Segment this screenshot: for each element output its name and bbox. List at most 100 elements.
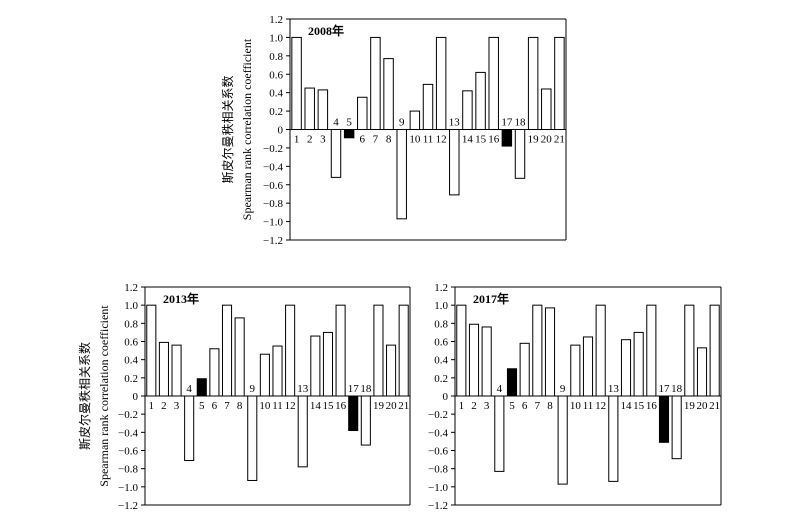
- y-tick-label: −1.2: [428, 500, 448, 512]
- x-tick-label: 15: [633, 400, 645, 412]
- x-tick-label: 17: [501, 117, 513, 129]
- bar-3: [171, 344, 182, 397]
- x-tick-label: 16: [646, 400, 658, 412]
- x-tick-label: 5: [346, 117, 352, 129]
- x-tick-label: 13: [297, 383, 309, 395]
- y-tick-label: 0.6: [269, 69, 283, 81]
- bar-7: [532, 304, 543, 397]
- bar-10: [570, 344, 581, 397]
- bar-18: [671, 395, 682, 460]
- y-tick-label: 0.8: [124, 318, 138, 330]
- bar-13: [608, 395, 619, 482]
- bar-20: [386, 344, 397, 397]
- x-tick-label: 1: [294, 134, 300, 146]
- bar-6: [357, 96, 368, 131]
- bar-15: [633, 331, 644, 397]
- chart-title: 2008年: [308, 23, 344, 38]
- y-tick-label: 1.0: [124, 300, 138, 312]
- bar-16: [488, 36, 499, 131]
- bar-17: [348, 395, 359, 432]
- bar-7: [221, 304, 233, 397]
- x-tick-label: 15: [475, 134, 487, 146]
- bar-7: [370, 36, 381, 131]
- bar-6: [209, 348, 220, 397]
- x-tick-label: 2: [307, 134, 313, 146]
- x-tick-label: 16: [335, 400, 347, 412]
- x-tick-label: 6: [360, 134, 366, 146]
- x-tick-label: 19: [373, 400, 385, 412]
- bar-2: [304, 87, 315, 130]
- y-tick-label: 1.2: [434, 282, 448, 294]
- chart-title: 2017年: [473, 291, 509, 306]
- bar-18: [360, 395, 371, 446]
- y-tick-label: 1.0: [434, 300, 448, 312]
- bar-8: [383, 58, 394, 130]
- bar-9: [396, 129, 407, 220]
- y-tick-label: −0.8: [263, 198, 283, 210]
- bar-6: [519, 342, 530, 397]
- x-tick-label: 13: [449, 117, 461, 129]
- bar-11: [422, 83, 434, 130]
- x-tick-label: 18: [671, 383, 683, 395]
- x-tick-label: 6: [522, 400, 528, 412]
- y-tick-label: 0.4: [434, 355, 448, 367]
- y-tick-label: 0: [278, 125, 284, 137]
- bar-21: [554, 36, 565, 131]
- bar-4: [330, 129, 342, 178]
- bar-5: [196, 378, 207, 397]
- y-axis-label-cn: 斯皮尔曼秩相关系数: [77, 342, 92, 450]
- x-tick-label: 12: [285, 400, 296, 412]
- bar-21: [398, 304, 409, 397]
- bar-14: [462, 90, 473, 130]
- y-tick-label: 0.2: [434, 373, 448, 385]
- x-tick-label: 18: [515, 117, 527, 129]
- bar-21: [709, 304, 720, 397]
- x-tick-label: 2: [161, 400, 167, 412]
- y-tick-label: −0.8: [428, 464, 448, 476]
- y-tick-label: −0.2: [118, 409, 138, 421]
- x-tick-label: 16: [488, 134, 500, 146]
- x-tick-label: 9: [399, 117, 405, 129]
- x-tick-label: 10: [570, 400, 582, 412]
- x-tick-label: 7: [224, 400, 230, 412]
- x-tick-label: 17: [348, 383, 360, 395]
- x-tick-label: 6: [212, 400, 218, 412]
- x-tick-label: 1: [149, 400, 155, 412]
- y-tick-label: −1.2: [263, 235, 283, 247]
- x-tick-label: 5: [199, 400, 205, 412]
- y-tick-label: 0.2: [269, 106, 283, 118]
- x-tick-label: 3: [174, 400, 180, 412]
- x-tick-label: 11: [423, 134, 434, 146]
- x-tick-label: 21: [398, 400, 409, 412]
- x-tick-label: 9: [560, 383, 566, 395]
- bar-12: [595, 304, 606, 397]
- x-tick-label: 7: [373, 134, 379, 146]
- bar-19: [373, 304, 384, 397]
- x-tick-label: 14: [621, 400, 633, 412]
- chart-title: 2013年: [163, 291, 199, 306]
- bar-4: [494, 395, 505, 472]
- x-tick-label: 12: [436, 134, 447, 146]
- bar-9: [247, 395, 258, 481]
- bar-8: [544, 307, 556, 397]
- x-tick-label: 17: [659, 383, 671, 395]
- y-tick-label: −0.2: [263, 143, 283, 155]
- bar-12: [285, 304, 296, 397]
- bar-3: [317, 89, 329, 130]
- x-tick-label: 5: [509, 400, 515, 412]
- x-tick-label: 18: [360, 383, 372, 395]
- bar-19: [527, 36, 539, 131]
- x-tick-label: 13: [608, 383, 620, 395]
- y-tick-label: 0: [133, 391, 139, 403]
- bar-9: [557, 395, 568, 485]
- y-axis-label-en: Spearman rank correlation coefficient: [240, 38, 254, 220]
- x-tick-label: 20: [541, 134, 553, 146]
- bar-17: [658, 395, 670, 443]
- x-tick-label: 10: [259, 400, 271, 412]
- x-tick-label: 10: [409, 134, 421, 146]
- x-tick-label: 12: [595, 400, 606, 412]
- bar-11: [582, 336, 594, 397]
